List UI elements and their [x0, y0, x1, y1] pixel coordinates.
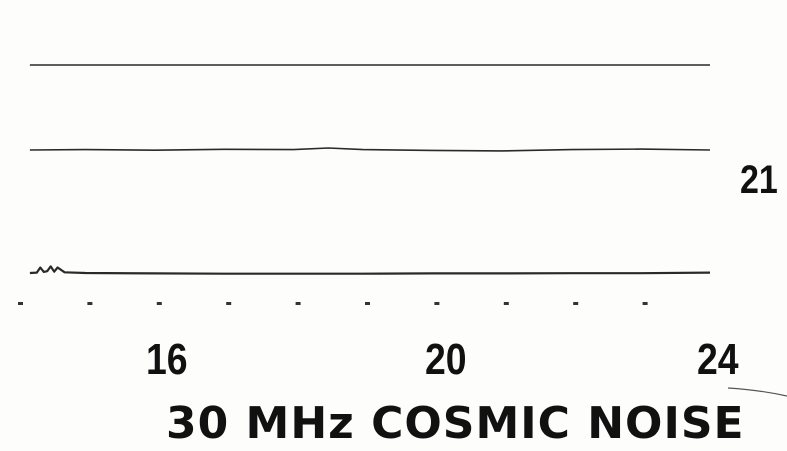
hour-tick-mark	[226, 302, 232, 305]
hour-tick-mark	[18, 302, 23, 305]
hour-tick-mark	[642, 302, 648, 305]
pen-stroke	[727, 387, 787, 397]
x-tick-label-24: 24	[697, 335, 739, 384]
hour-tick-mark	[156, 302, 162, 305]
day-label: 21	[740, 158, 778, 202]
hour-tick-mark	[503, 302, 509, 305]
hour-tick-mark	[434, 302, 440, 305]
hour-tick-mark	[87, 302, 93, 305]
trace-3	[29, 265, 711, 275]
x-tick-label-16: 16	[146, 335, 188, 384]
chart-title: 30 MHz COSMIC NOISE	[166, 398, 745, 449]
trace-2	[29, 147, 711, 152]
hour-tick-mark	[365, 302, 370, 305]
hour-tick-mark	[573, 302, 579, 305]
hour-tick-mark	[295, 302, 301, 305]
x-tick-label-20: 20	[425, 335, 467, 384]
